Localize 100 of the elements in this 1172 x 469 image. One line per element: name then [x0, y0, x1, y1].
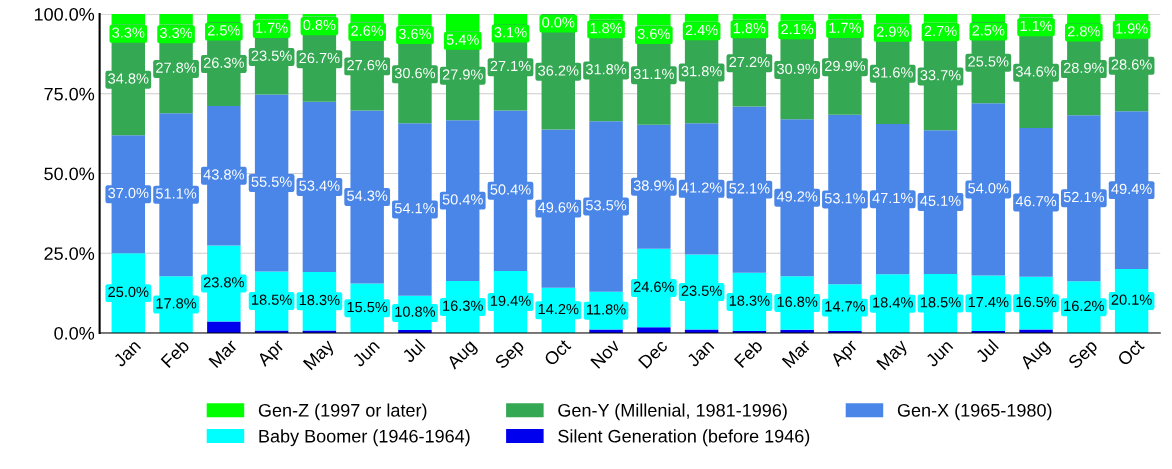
data-label: 27.8%	[156, 62, 197, 73]
x-tick-label: Feb	[733, 338, 764, 369]
data-label: 49.4%	[1111, 183, 1152, 195]
x-tick-label: Apr	[256, 338, 288, 370]
data-label: 46.7%	[1015, 195, 1057, 207]
data-label: 54.3%	[347, 190, 388, 201]
data-label: 34.6%	[1015, 66, 1057, 77]
x-tick-label: Jan	[686, 339, 715, 368]
data-label: 2.1%	[781, 23, 814, 35]
data-label: 3.3%	[160, 27, 193, 39]
x-tick-label: Mar	[208, 338, 239, 369]
data-label: 5.4%	[446, 34, 479, 45]
data-label: 27.9%	[442, 69, 483, 80]
data-label: 23.5%	[251, 50, 292, 61]
data-label: 31.8%	[681, 66, 722, 77]
data-label: 18.5%	[252, 294, 292, 305]
data-label: 28.6%	[1111, 59, 1152, 70]
data-label: 45.1%	[920, 195, 961, 206]
legend-label: Gen-Z (1997 or later)	[258, 403, 427, 421]
x-tick-label: Jul	[974, 338, 1000, 364]
x-tick-label: Aug	[1019, 339, 1053, 373]
data-label: 16.8%	[777, 296, 818, 307]
data-label: 31.6%	[872, 67, 913, 78]
data-label: 0.8%	[303, 19, 336, 31]
x-tick-label: Oct	[1116, 338, 1145, 367]
x-tick-label: Feb	[160, 338, 190, 369]
x-tick-label: May	[302, 338, 338, 373]
data-label: 16.2%	[1064, 300, 1104, 312]
data-label: 2.4%	[685, 24, 718, 36]
data-label: 1.7%	[256, 22, 288, 33]
data-label: 18.3%	[729, 295, 770, 306]
data-label: 37.0%	[108, 187, 149, 199]
data-label: 26.7%	[299, 52, 340, 64]
legend-label: Baby Boomer (1946-1964)	[259, 429, 470, 447]
data-label: 2.5%	[207, 25, 240, 36]
data-label: 53.4%	[299, 180, 340, 191]
x-tick-label: May	[876, 338, 911, 373]
data-label: 2.7%	[924, 25, 957, 37]
data-label: 17.4%	[968, 296, 1009, 308]
data-label: 16.5%	[1016, 296, 1057, 308]
data-label: 3.3%	[112, 27, 145, 38]
data-label: 25.0%	[108, 286, 149, 298]
data-label: 24.6%	[633, 281, 674, 292]
data-label: 1.7%	[829, 22, 862, 33]
data-label: 1.9%	[1116, 23, 1148, 34]
x-tick-label: Aug	[445, 339, 480, 373]
data-label: 43.8%	[203, 169, 244, 180]
data-label: 53.5%	[585, 200, 627, 211]
data-label: 19.4%	[490, 295, 531, 306]
y-tick-label: 25.0%	[44, 247, 95, 260]
data-label: 3.6%	[398, 28, 432, 40]
x-tick-label: Sep	[494, 338, 528, 372]
data-label: 54.0%	[968, 183, 1009, 194]
data-label: 49.2%	[776, 191, 818, 202]
x-tick-label: Jun	[351, 339, 381, 368]
data-label: 27.2%	[729, 56, 770, 68]
data-label: 52.1%	[1063, 191, 1104, 203]
data-label: 54.1%	[394, 203, 436, 214]
x-tick-label: Apr	[829, 338, 861, 370]
data-label: 36.2%	[538, 65, 579, 76]
data-label: 33.7%	[920, 70, 961, 81]
data-label: 29.9%	[825, 60, 866, 72]
data-label: 30.9%	[777, 63, 818, 74]
x-tick-label: Jul	[401, 338, 426, 364]
data-label: 2.8%	[1067, 26, 1100, 37]
data-label: 51.1%	[155, 188, 197, 199]
data-label: 23.8%	[203, 277, 244, 288]
y-tick-label: 0.0%	[54, 326, 95, 340]
data-label: 47.1%	[872, 192, 913, 204]
data-label: 0.0%	[542, 17, 575, 28]
data-label: 52.1%	[729, 183, 770, 194]
legend-label: Gen-X (1965-1980)	[897, 403, 1052, 421]
data-label: 1.8%	[733, 22, 766, 34]
data-label: 15.5%	[347, 301, 388, 313]
data-label: 38.9%	[633, 180, 674, 191]
data-label: 1.8%	[590, 22, 623, 34]
data-label: 3.1%	[494, 27, 527, 38]
data-label: 18.5%	[920, 297, 961, 308]
y-tick-label: 75.0%	[44, 87, 95, 101]
data-label: 50.4%	[442, 194, 483, 205]
data-label: 31.1%	[633, 68, 674, 80]
data-label: 28.9%	[1063, 62, 1104, 73]
x-tick-label: Nov	[590, 338, 621, 369]
data-label: 27.6%	[347, 59, 388, 71]
data-label: 31.8%	[585, 64, 627, 75]
x-tick-label: Jun	[924, 339, 954, 368]
data-label: 1.1%	[1020, 20, 1053, 31]
data-label: 53.1%	[824, 193, 866, 204]
data-label: 11.8%	[587, 304, 626, 315]
data-label: 10.8%	[395, 306, 436, 317]
data-label: 27.1%	[490, 60, 531, 72]
data-label: 49.6%	[537, 202, 579, 213]
data-label: 18.4%	[873, 297, 913, 308]
data-label: 55.5%	[251, 176, 292, 187]
data-label: 2.6%	[351, 25, 384, 36]
x-tick-label: Dec	[638, 338, 669, 369]
data-label: 17.8%	[156, 298, 197, 309]
data-label: 50.4%	[490, 184, 531, 195]
x-tick-label: Mar	[781, 338, 812, 369]
legend-label: Silent Generation (before 1946)	[558, 429, 810, 447]
